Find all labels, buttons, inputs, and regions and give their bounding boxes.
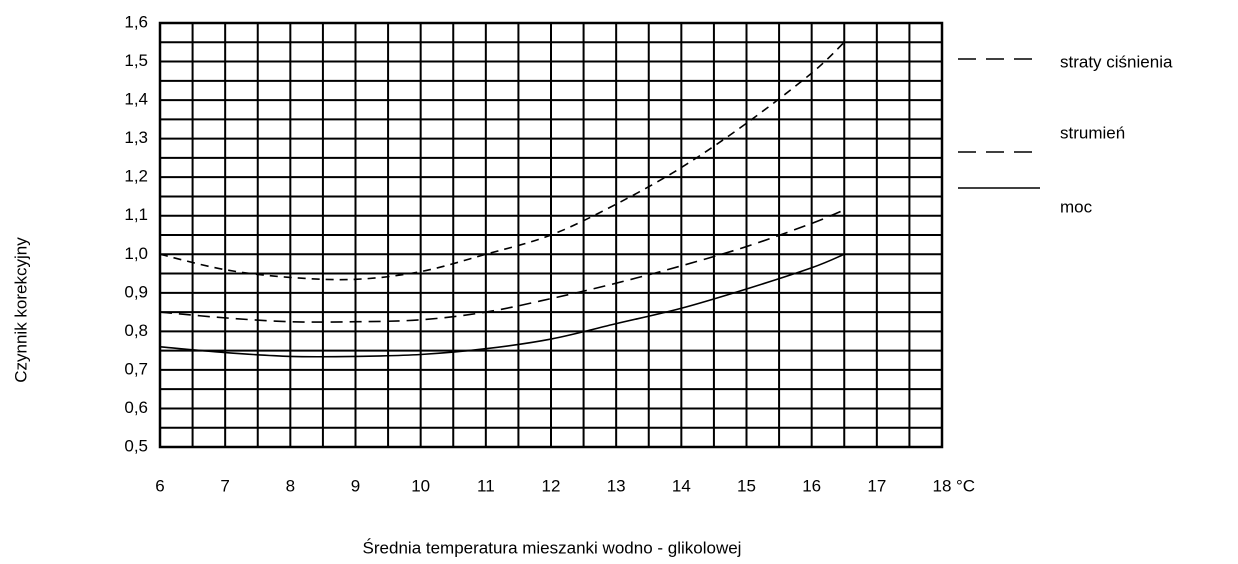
x-tick-label: 14 bbox=[672, 476, 691, 495]
legend-label: strumień bbox=[1060, 123, 1125, 142]
y-tick-label: 1,6 bbox=[124, 12, 148, 31]
legend-label: straty ciśnienia bbox=[1060, 52, 1173, 71]
x-tick-label: 15 bbox=[737, 476, 756, 495]
x-tick-label: 8 bbox=[286, 476, 295, 495]
x-tick-label: 7 bbox=[220, 476, 229, 495]
series-line bbox=[159, 209, 845, 323]
x-tick-label: 9 bbox=[351, 476, 360, 495]
legend-label: moc bbox=[1060, 197, 1093, 216]
y-tick-label: 0,8 bbox=[124, 321, 148, 340]
y-tick-label: 1,2 bbox=[124, 167, 148, 186]
y-tick-label: 1,0 bbox=[124, 244, 148, 263]
x-tick-label: 13 bbox=[607, 476, 626, 495]
y-tick-label: 0,9 bbox=[124, 282, 148, 301]
plot-border bbox=[158, 21, 944, 449]
x-unit-label: °C bbox=[956, 476, 975, 495]
x-axis-label: Średnia temperatura mieszanki wodno - gl… bbox=[363, 538, 742, 557]
x-tick-label: 16 bbox=[802, 476, 821, 495]
y-tick-label: 1,1 bbox=[124, 205, 148, 224]
y-tick-label: 1,3 bbox=[124, 128, 148, 147]
series-line bbox=[159, 253, 845, 358]
y-tick-label: 1,4 bbox=[124, 90, 148, 109]
y-tick-label: 1,5 bbox=[124, 51, 148, 70]
x-tick-label: 12 bbox=[542, 476, 561, 495]
x-tick-label: 10 bbox=[411, 476, 430, 495]
y-axis-label: Czynnik korekcyjny bbox=[11, 237, 30, 383]
x-tick-label: 18 bbox=[933, 476, 952, 495]
x-tick-label: 6 bbox=[155, 476, 164, 495]
y-tick-label: 0,7 bbox=[124, 359, 148, 378]
series-line bbox=[159, 41, 845, 281]
y-tick-label: 0,6 bbox=[124, 398, 148, 417]
x-tick-label: 17 bbox=[867, 476, 886, 495]
x-tick-label: 11 bbox=[477, 476, 495, 495]
y-tick-label: 0,5 bbox=[124, 436, 148, 455]
